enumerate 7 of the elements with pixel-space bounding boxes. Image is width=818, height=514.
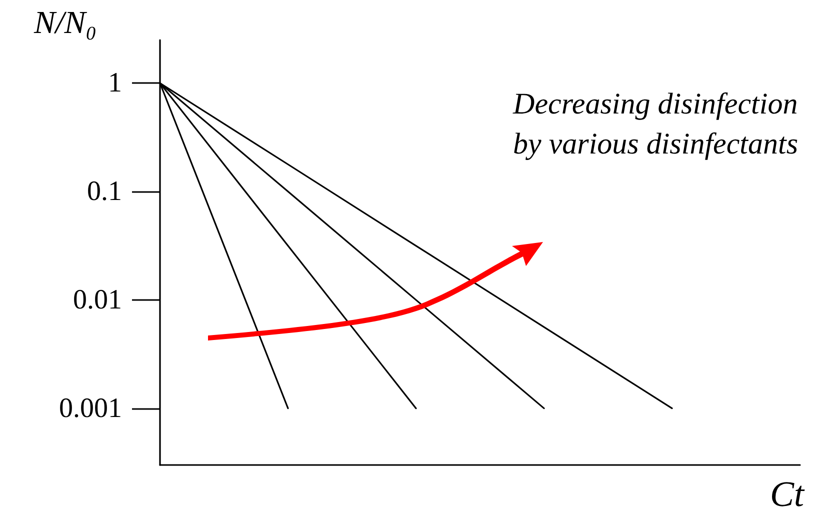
y-tick-label: 0.001 <box>59 392 122 424</box>
y-tick-label: 1 <box>108 68 122 99</box>
x-axis-title: Ct <box>770 474 805 514</box>
y-axis-title: N/N₀ <box>33 4 97 40</box>
y-tick-label: 0.01 <box>73 284 122 316</box>
y-tick-label: 0.1 <box>87 176 122 208</box>
annotation: Decreasing disinfection by various disinfectants <box>512 88 798 160</box>
